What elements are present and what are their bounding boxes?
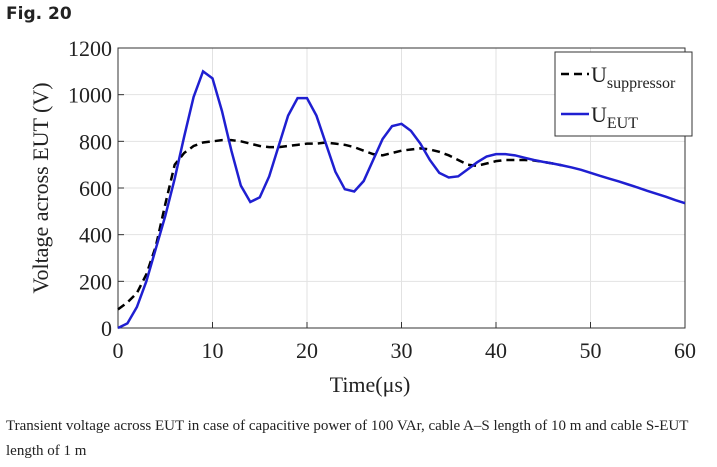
data-line — [117, 69, 686, 330]
y-tick-label: 1200 — [68, 36, 112, 61]
y-tick-label: 0 — [101, 316, 112, 341]
x-tick-label: 40 — [485, 338, 507, 363]
caption: Transient voltage across EUT in case of … — [6, 418, 689, 459]
data-line — [117, 138, 563, 311]
legend-label: UEUT — [591, 102, 638, 132]
x-tick-label: 30 — [391, 338, 413, 363]
y-tick-label: 400 — [79, 223, 112, 248]
y-tick-label: 200 — [79, 269, 112, 294]
y-tick-label: 600 — [79, 176, 112, 201]
x-tick-label: 0 — [113, 338, 124, 363]
y-axis-label: Voltage across EUT (V) — [28, 82, 53, 293]
y-tick-label: 800 — [79, 129, 112, 154]
x-tick-label: 50 — [580, 338, 602, 363]
y-tick-label: 1000 — [68, 83, 112, 108]
figure-label: Fig. 20 — [6, 4, 72, 24]
x-tick-label: 20 — [296, 338, 318, 363]
x-tick-label: 10 — [202, 338, 224, 363]
x-axis-label: Time(μs) — [330, 372, 411, 397]
chart: Time(μs) Voltage across EUT (V) 02004006… — [28, 36, 696, 397]
legend-box — [554, 51, 693, 137]
plot-frame — [117, 47, 686, 329]
x-tick-label: 60 — [674, 338, 696, 363]
legend-label: Usuppressor — [591, 62, 676, 92]
